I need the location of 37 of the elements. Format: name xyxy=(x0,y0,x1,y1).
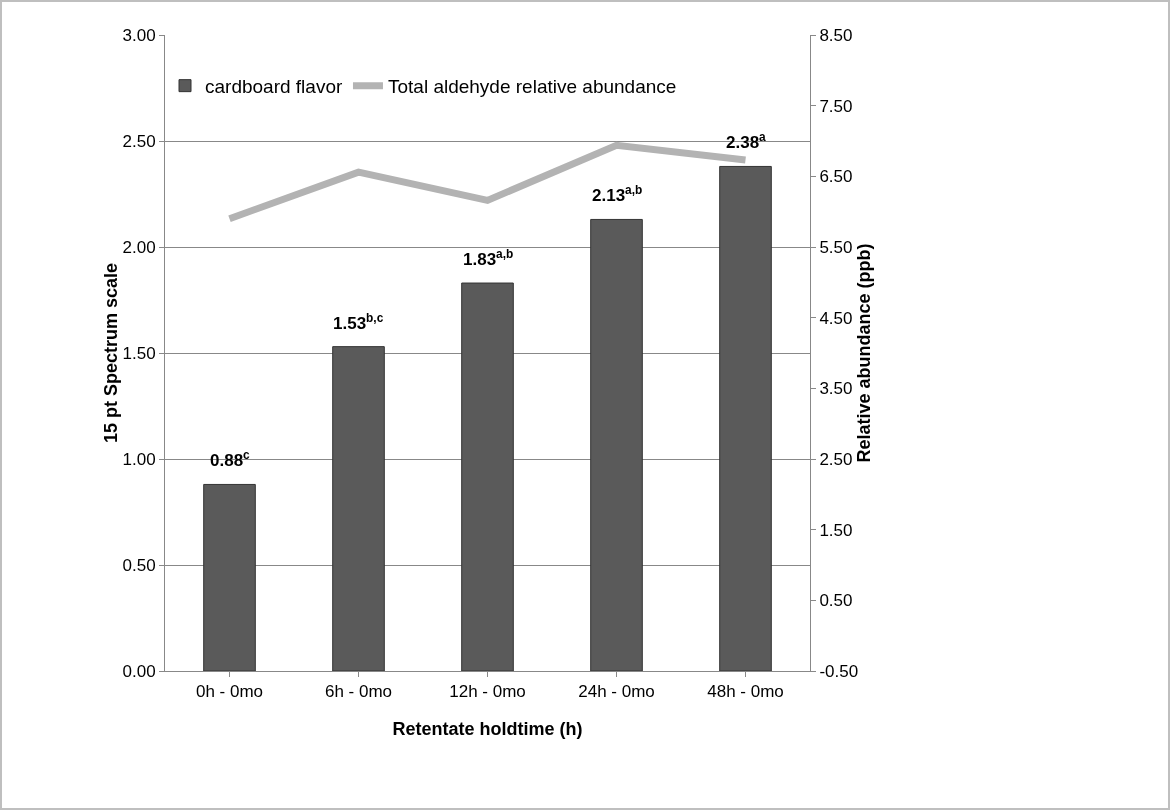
y2-tick-label: 2.50 xyxy=(819,449,853,469)
y-tick-label: 0.50 xyxy=(122,555,156,575)
y-tick-label: 1.50 xyxy=(122,343,156,363)
x-tick-label: 24h - 0mo xyxy=(578,682,655,702)
bar xyxy=(203,483,256,671)
bar xyxy=(332,346,385,671)
y-tick-label: 2.00 xyxy=(122,237,156,257)
y2-tick-label: -0.50 xyxy=(819,661,859,681)
legend-label: Total aldehyde relative abundance xyxy=(387,76,677,98)
y-tick-label: 2.50 xyxy=(122,131,156,151)
y2-tick-label: 7.50 xyxy=(819,96,853,116)
y2-tick-label: 5.50 xyxy=(819,237,853,257)
bar xyxy=(719,165,772,671)
y2-tick-label: 4.50 xyxy=(819,308,853,328)
y-tick-label: 3.00 xyxy=(122,25,156,45)
y2-tick-label: 0.50 xyxy=(819,591,853,611)
bar xyxy=(461,282,514,671)
x-tick-label: 48h - 0mo xyxy=(707,682,784,702)
y2-tick-label: 6.50 xyxy=(819,167,853,187)
data-label: 2.38$^{a}$ xyxy=(726,130,767,153)
x-tick-label: 0h - 0mo xyxy=(195,682,264,702)
y2-tick-label: 3.50 xyxy=(819,379,853,399)
data-label: 1.83$^{a,b}$ xyxy=(463,247,514,270)
x-axis-title: Retentate holdtime (h) xyxy=(392,719,583,739)
y2-tick-label: 1.50 xyxy=(819,520,853,540)
data-label: 0.88$^{c}$ xyxy=(210,448,251,471)
data-label: 1.53$^{b,c}$ xyxy=(333,311,384,334)
bar xyxy=(590,218,643,671)
y-tick-label: 1.00 xyxy=(122,449,156,469)
y-axis-title: 15 pt Spectrum scale xyxy=(100,262,121,444)
y2-axis-title: Relative abundance (ppb) xyxy=(854,243,875,463)
x-tick-label: 12h - 0mo xyxy=(449,682,526,702)
data-label: 2.13$^{a,b}$ xyxy=(592,183,643,206)
x-tick-label: 6h - 0mo xyxy=(324,682,393,702)
legend-label: cardboard flavor xyxy=(205,76,343,98)
y2-tick-label: 8.50 xyxy=(819,25,853,45)
y-tick-label: 0.00 xyxy=(122,661,156,681)
